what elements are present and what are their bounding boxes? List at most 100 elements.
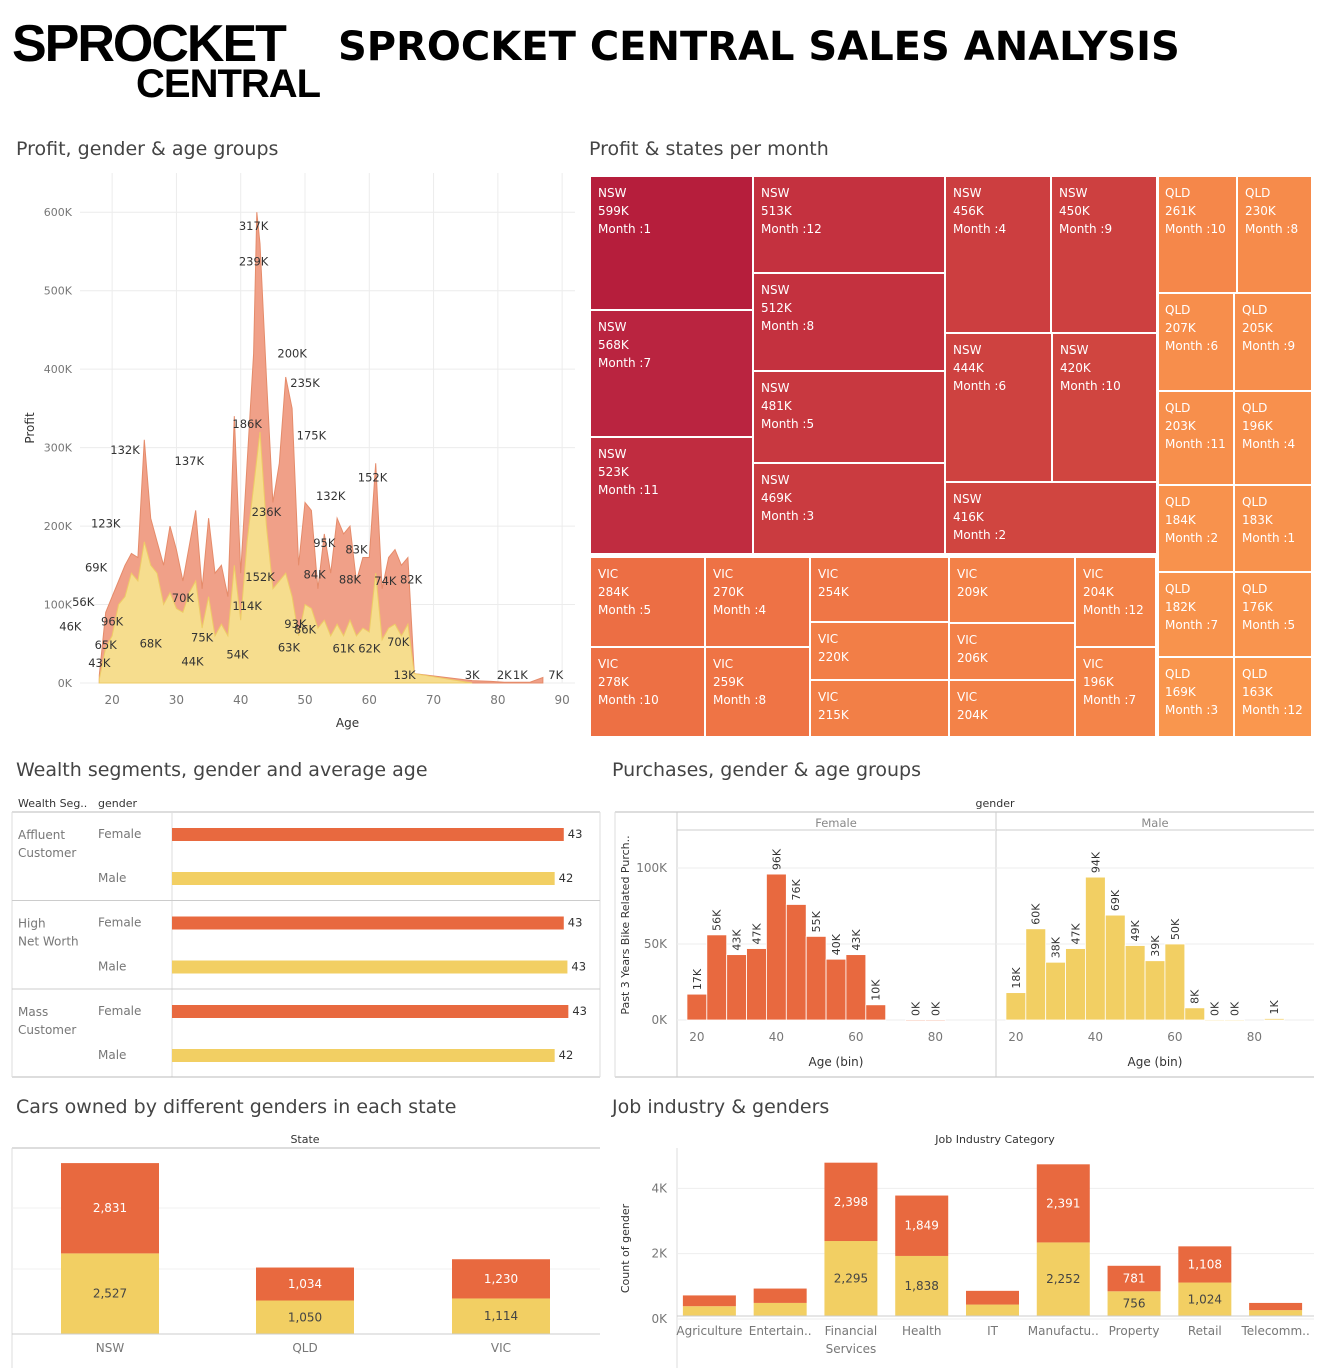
treemap-cell-month: Month :7 xyxy=(598,356,652,370)
treemap-cell-month: Month :3 xyxy=(761,509,815,523)
stacked-bar-female xyxy=(682,1295,736,1307)
bar-female xyxy=(172,828,564,841)
stacked-bar-female xyxy=(753,1288,807,1303)
treemap-cell-month: Month :12 xyxy=(1242,703,1303,717)
treemap-cell-value: 254K xyxy=(818,585,849,599)
treemap-cell-state: NSW xyxy=(598,320,627,334)
treemap-cell-month: Month :12 xyxy=(761,222,822,236)
stacked-bar-female xyxy=(895,1195,949,1256)
x-tick-label: Manufactu.. xyxy=(1028,1324,1099,1338)
treemap-cell-month: Month :5 xyxy=(1242,618,1296,632)
facet-label: Male xyxy=(1141,816,1168,830)
data-label: 1K xyxy=(513,668,528,682)
treemap-cell-value: 259K xyxy=(713,675,744,689)
histogram-bar xyxy=(1065,948,1086,1021)
histogram-bar xyxy=(1045,961,1066,1021)
bar-value-label: 1K xyxy=(1268,999,1281,1014)
bar-value-label: 1,108 xyxy=(1188,1257,1222,1271)
bar-value-label: 76K xyxy=(790,878,803,900)
x-tick-label: 30 xyxy=(169,693,184,707)
data-label: 123K xyxy=(91,517,121,531)
treemap-cell-month: Month :3 xyxy=(1165,703,1219,717)
segment-label: Affluent xyxy=(18,828,65,842)
bar-value-label: 43 xyxy=(568,916,583,930)
cars-owned-bar-chart: State 2,527 2,831 NSW 1,050 1,034 QLD 1,114 1,23… xyxy=(11,1133,600,1368)
data-label: 235K xyxy=(290,376,320,390)
area-series-male xyxy=(98,431,473,684)
x-tick-label: 20 xyxy=(689,1030,704,1044)
treemap-cell-value: 207K xyxy=(1165,321,1196,335)
x-tick-label: 60 xyxy=(362,693,377,707)
treemap-cell-nsw: NSW 513K Month :12 xyxy=(753,176,945,273)
stacked-bar-male xyxy=(824,1241,878,1316)
treemap-cell-state: VIC xyxy=(598,657,619,671)
bar-value-label: 96K xyxy=(770,848,783,870)
treemap-cell-month: Month :6 xyxy=(1165,339,1219,353)
treemap-cell-month: Month :9 xyxy=(1242,339,1296,353)
bar-value-label: 42 xyxy=(559,871,574,885)
treemap-cell-state: NSW xyxy=(598,186,627,200)
treemap-cell-state: NSW xyxy=(761,186,790,200)
gender-label: Male xyxy=(98,871,126,885)
bar-value-label: 55K xyxy=(810,910,823,932)
treemap-cell-value: 220K xyxy=(818,650,849,664)
treemap-cell-month: Month :1 xyxy=(1242,531,1296,545)
data-label: 43K xyxy=(88,656,111,670)
treemap-cell-state: QLD xyxy=(1245,186,1271,200)
data-label: 95K xyxy=(313,536,336,550)
histogram-bar xyxy=(686,993,708,1021)
treemap-cell-state: NSW xyxy=(953,186,982,200)
column-header: gender xyxy=(98,797,137,810)
histogram-bar xyxy=(1224,1019,1245,1022)
facet-header: gender xyxy=(976,797,1015,810)
bar-value-label: 69K xyxy=(1109,889,1122,911)
treemap-cell-qld: QLD 196K Month :4 xyxy=(1234,391,1312,485)
data-label: 70K xyxy=(387,635,410,649)
treemap-cell-state: QLD xyxy=(1165,401,1191,415)
job-industry-bar-chart: Job Industry Category 0K 2K 4K Count of gend… xyxy=(619,1133,1314,1368)
stacked-bar-female xyxy=(1107,1265,1161,1292)
x-tick-label: 80 xyxy=(928,1030,943,1044)
bar-value-label: 2,295 xyxy=(834,1272,868,1286)
treemap-cell-value: 512K xyxy=(761,301,792,315)
stacked-bar-female xyxy=(452,1259,550,1299)
stacked-bar-female xyxy=(966,1290,1019,1305)
bar-value-label: 2,398 xyxy=(834,1195,868,1209)
data-label: 74K xyxy=(374,574,397,588)
x-tick-label: Property xyxy=(1109,1324,1160,1338)
y-tick-label: 0K xyxy=(651,1312,668,1326)
treemap-cell-state: NSW xyxy=(1060,343,1089,357)
stacked-bar-female xyxy=(256,1267,354,1301)
treemap-cell-qld: QLD 163K Month :12 xyxy=(1234,657,1312,737)
treemap-cell-value: 481K xyxy=(761,399,792,413)
treemap-cell-vic: VIC 204K Month :12 xyxy=(1075,557,1156,647)
stacked-bar-female xyxy=(824,1162,878,1242)
stacked-bar-female xyxy=(61,1163,159,1254)
bar-value-label: 1,838 xyxy=(905,1279,939,1293)
x-tick-label: 80 xyxy=(1247,1030,1262,1044)
y-tick-label: 300K xyxy=(44,442,73,455)
treemap-cell-nsw: NSW 450K Month :9 xyxy=(1051,176,1157,333)
stacked-bar-female xyxy=(1249,1302,1303,1311)
data-label: 88K xyxy=(339,572,362,586)
treemap-cell-state: QLD xyxy=(1165,303,1191,317)
column-header: Wealth Seg.. xyxy=(18,797,87,810)
x-axis-title: Age xyxy=(336,716,359,730)
treemap-cell-value: 176K xyxy=(1242,600,1273,614)
treemap-cell-value: 444K xyxy=(953,361,984,375)
data-label: 239K xyxy=(239,255,269,269)
x-tick-label: QLD xyxy=(292,1341,317,1355)
y-tick-label: 0K xyxy=(58,677,73,690)
bar-female xyxy=(172,1005,569,1018)
treemap-cell-vic: VIC 209K xyxy=(949,557,1075,623)
treemap-cell-value: 469K xyxy=(761,491,792,505)
treemap-cell-state: NSW xyxy=(761,381,790,395)
y-tick-label: 0K xyxy=(651,1013,668,1027)
bar-value-label: 94K xyxy=(1089,851,1102,873)
data-label: 82K xyxy=(400,572,423,586)
x-tick-label: 20 xyxy=(1008,1030,1023,1044)
data-label: 13K xyxy=(394,668,417,682)
treemap-cell-nsw: NSW 420K Month :10 xyxy=(1052,333,1157,482)
data-label: 44K xyxy=(181,655,204,669)
bar-value-label: 0K xyxy=(929,1001,942,1016)
